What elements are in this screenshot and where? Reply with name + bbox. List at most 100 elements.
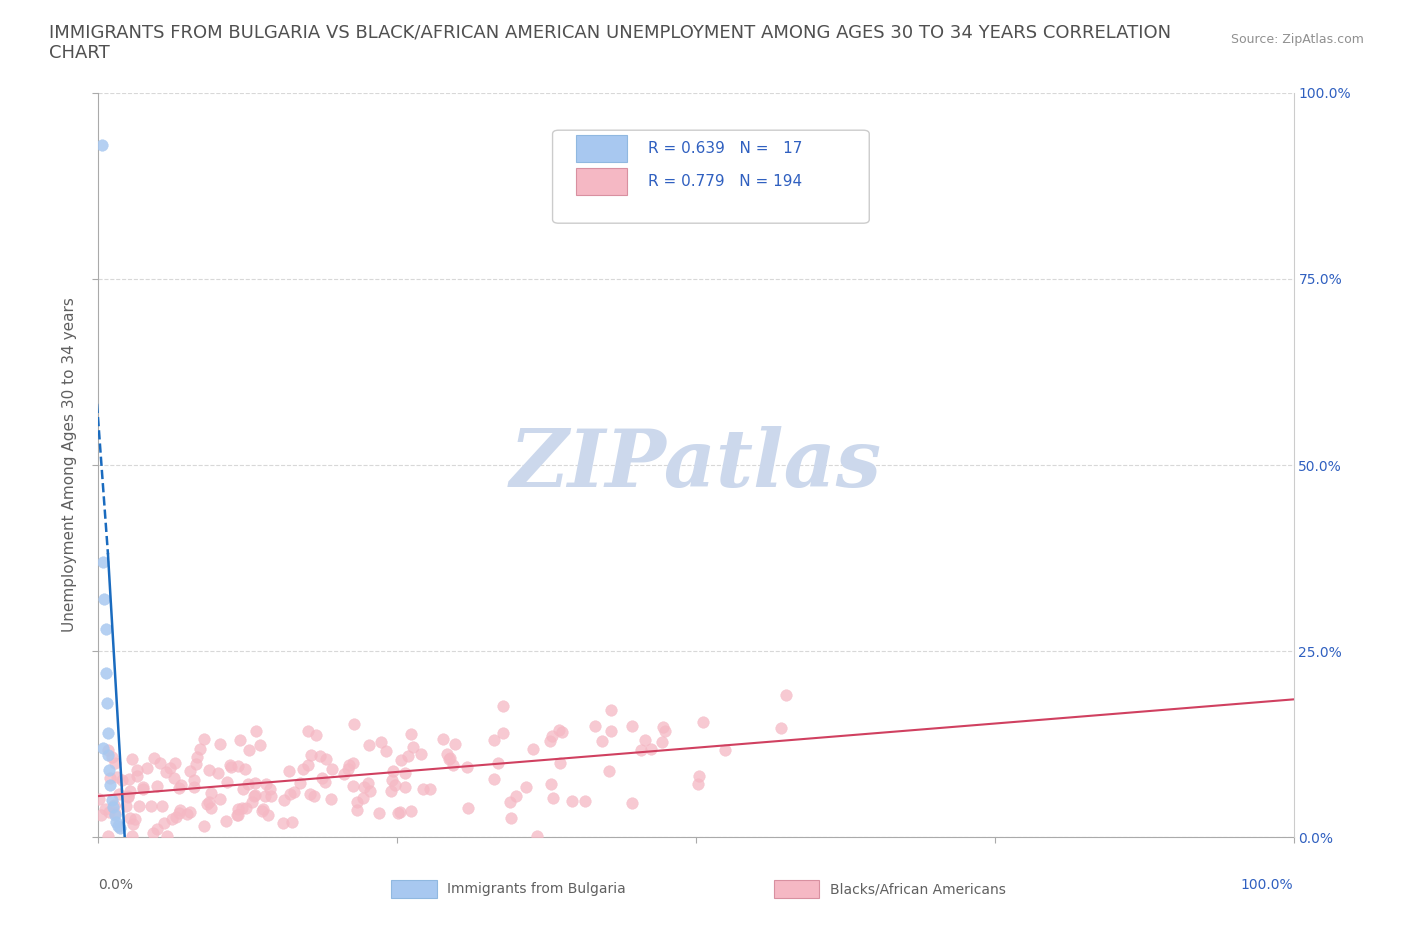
Point bbox=[93, 802, 115, 817]
Point bbox=[97, 804, 120, 819]
FancyBboxPatch shape bbox=[553, 130, 869, 223]
Point bbox=[145, 778, 167, 793]
Point bbox=[342, 756, 364, 771]
Point bbox=[188, 741, 211, 756]
Point bbox=[280, 815, 302, 830]
Point bbox=[620, 718, 643, 733]
Point bbox=[114, 799, 136, 814]
Point bbox=[375, 743, 398, 758]
Point bbox=[105, 815, 128, 830]
Point bbox=[97, 829, 120, 844]
FancyBboxPatch shape bbox=[391, 880, 437, 898]
Point bbox=[91, 740, 114, 755]
Point bbox=[492, 725, 515, 740]
Point bbox=[254, 777, 277, 791]
Point bbox=[278, 764, 301, 778]
Point bbox=[548, 755, 571, 770]
Text: Source: ZipAtlas.com: Source: ZipAtlas.com bbox=[1230, 33, 1364, 46]
Point bbox=[457, 801, 479, 816]
Point bbox=[111, 772, 134, 787]
Point bbox=[118, 771, 141, 786]
Point bbox=[441, 757, 464, 772]
Point bbox=[548, 723, 571, 737]
Point bbox=[367, 805, 389, 820]
Point bbox=[634, 732, 657, 747]
Point bbox=[103, 797, 125, 812]
Point bbox=[688, 768, 710, 783]
Point bbox=[98, 770, 121, 785]
Point bbox=[456, 760, 478, 775]
Point bbox=[359, 784, 381, 799]
Text: R = 0.779   N = 194: R = 0.779 N = 194 bbox=[648, 174, 803, 189]
Point bbox=[197, 797, 219, 812]
Point bbox=[228, 758, 250, 773]
Text: 0.0%: 0.0% bbox=[98, 878, 134, 892]
Point bbox=[249, 737, 271, 752]
Point bbox=[136, 761, 159, 776]
Point bbox=[236, 777, 259, 791]
Point bbox=[314, 775, 336, 790]
Point bbox=[240, 795, 263, 810]
Point bbox=[444, 737, 467, 751]
Point bbox=[343, 716, 366, 731]
Text: ZIPatlas: ZIPatlas bbox=[510, 426, 882, 504]
Point bbox=[121, 829, 143, 844]
Point bbox=[381, 764, 404, 778]
Point bbox=[439, 751, 461, 765]
Point bbox=[231, 801, 253, 816]
Text: Immigrants from Bulgaria: Immigrants from Bulgaria bbox=[447, 882, 626, 897]
Point bbox=[253, 789, 276, 804]
Point bbox=[146, 822, 169, 837]
Point bbox=[499, 810, 522, 825]
Point bbox=[432, 732, 454, 747]
Text: 100.0%: 100.0% bbox=[1241, 878, 1294, 892]
Point bbox=[117, 790, 139, 804]
Point bbox=[98, 763, 121, 777]
Point bbox=[337, 757, 360, 772]
Point bbox=[209, 737, 232, 751]
Point bbox=[104, 806, 127, 821]
Point bbox=[252, 802, 274, 817]
Point bbox=[387, 805, 409, 820]
Point bbox=[394, 765, 416, 780]
Point bbox=[139, 799, 162, 814]
Point bbox=[551, 724, 574, 739]
Point bbox=[600, 703, 623, 718]
Point bbox=[165, 809, 187, 824]
Point bbox=[90, 807, 112, 822]
Point bbox=[336, 761, 359, 776]
Point bbox=[159, 761, 181, 776]
Point bbox=[215, 775, 238, 790]
Point bbox=[101, 800, 124, 815]
Point bbox=[149, 755, 172, 770]
Point bbox=[198, 794, 221, 809]
Point bbox=[127, 769, 149, 784]
Point bbox=[346, 795, 368, 810]
Point bbox=[538, 734, 561, 749]
Point bbox=[260, 788, 283, 803]
Text: Blacks/African Americans: Blacks/African Americans bbox=[830, 882, 1005, 897]
Point bbox=[94, 666, 117, 681]
Point bbox=[346, 803, 368, 817]
Point bbox=[200, 786, 222, 801]
Point bbox=[654, 724, 676, 738]
FancyBboxPatch shape bbox=[576, 136, 627, 162]
Point bbox=[98, 777, 122, 792]
Point bbox=[396, 749, 419, 764]
Point bbox=[315, 751, 337, 766]
Point bbox=[522, 741, 544, 756]
Point bbox=[226, 808, 249, 823]
Point bbox=[540, 777, 562, 791]
Point bbox=[256, 808, 278, 823]
Point bbox=[97, 748, 120, 763]
Point bbox=[394, 779, 416, 794]
Point bbox=[686, 777, 709, 791]
Point bbox=[121, 751, 143, 766]
Point bbox=[384, 777, 406, 792]
Point bbox=[271, 816, 294, 830]
Point bbox=[232, 781, 254, 796]
Point bbox=[122, 817, 145, 831]
FancyBboxPatch shape bbox=[773, 880, 820, 898]
Point bbox=[492, 698, 515, 713]
Point bbox=[357, 776, 380, 790]
